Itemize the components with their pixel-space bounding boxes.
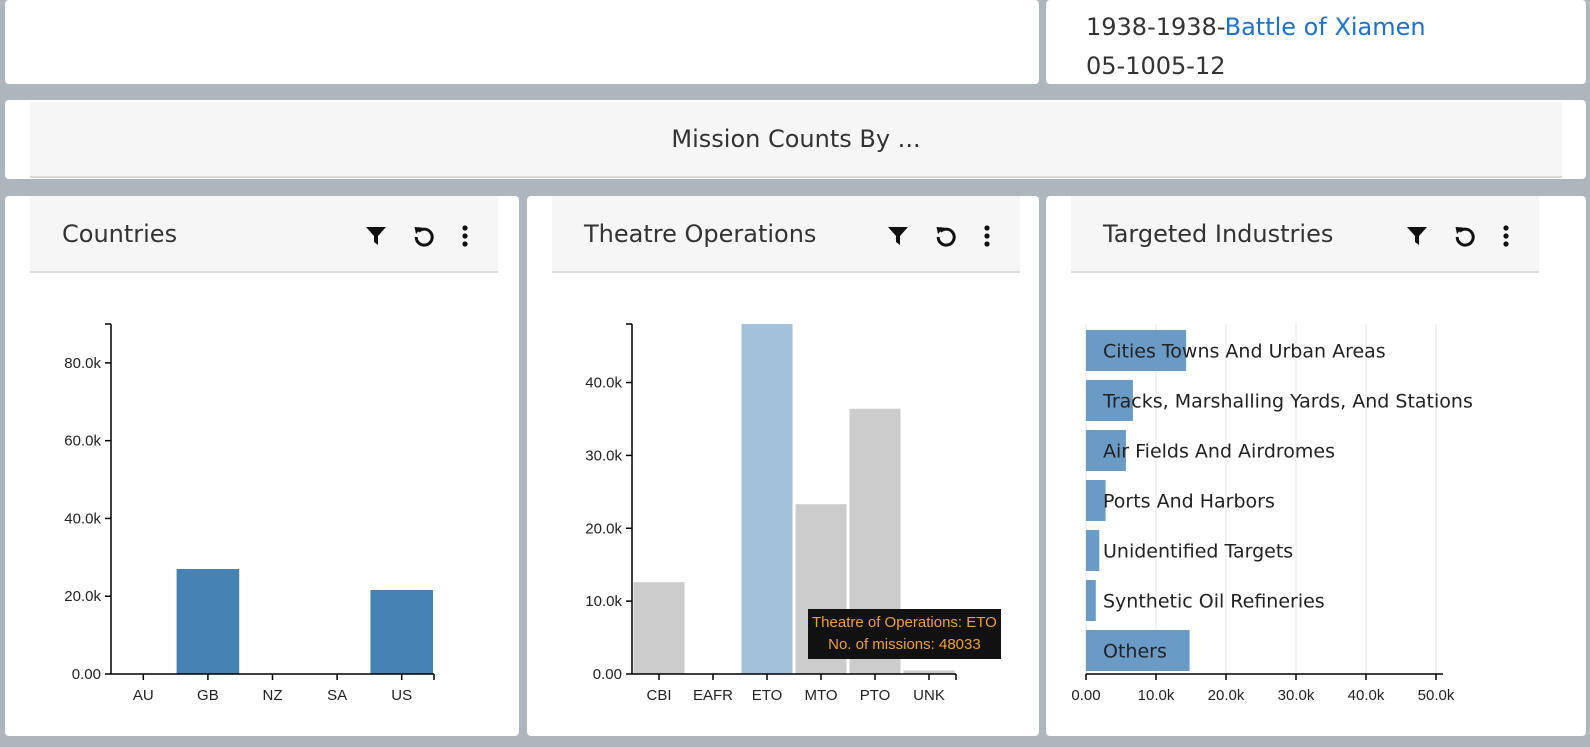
x-tick-label: 40.0k <box>1348 687 1385 704</box>
filter-icon[interactable] <box>1403 222 1431 250</box>
x-tick-label: UNK <box>913 687 945 704</box>
panel-header: Theatre Operations <box>552 196 1020 273</box>
x-tick-label: MTO <box>804 687 837 704</box>
more-vertical-icon[interactable] <box>451 222 479 250</box>
hbar <box>1086 530 1100 571</box>
y-tick-label: 20.0k <box>585 520 622 537</box>
panel-header: Targeted Industries <box>1071 196 1539 273</box>
bar-label: Synthetic Oil Refineries <box>1103 591 1325 613</box>
x-tick-label: CBI <box>646 687 671 704</box>
bar-label: Cities Towns And Urban Areas <box>1103 341 1386 363</box>
y-tick-label: 40.0k <box>585 375 622 392</box>
x-tick-label: US <box>391 687 412 704</box>
battle-code: 05-1005-12 <box>1086 52 1226 80</box>
x-tick-label: GB <box>197 687 219 704</box>
x-tick-label: PTO <box>860 687 891 704</box>
panel-title: Theatre Operations <box>584 220 817 248</box>
top-left-card <box>5 0 1039 84</box>
bar-label: Ports And Harbors <box>1103 491 1275 513</box>
filter-icon[interactable] <box>362 222 390 250</box>
x-tick-label: 50.0k <box>1418 687 1455 704</box>
y-tick-label: 20.0k <box>64 588 101 605</box>
bar-cbi <box>633 582 685 674</box>
section-title: Mission Counts By ... <box>30 102 1562 178</box>
reset-icon[interactable] <box>932 222 960 250</box>
x-tick-label: SA <box>327 687 347 704</box>
hbar <box>1086 630 1190 671</box>
y-tick-label: 60.0k <box>64 433 101 450</box>
y-tick-label: 0.00 <box>593 666 622 683</box>
chart-tooltip: Theatre of Operations: ETO No. of missio… <box>808 609 1001 659</box>
bar-unk <box>903 670 955 674</box>
hbar <box>1086 480 1106 521</box>
x-tick-label: NZ <box>263 687 283 704</box>
hbar <box>1086 580 1096 621</box>
x-tick-label: 0.00 <box>1071 687 1100 704</box>
y-tick-label: 10.0k <box>585 593 622 610</box>
hbar <box>1086 430 1126 471</box>
x-tick-label: 20.0k <box>1208 687 1245 704</box>
countries-chart: 0.00 20.0k 40.0k 60.0k 80.0k AU GB NZ SA US <box>64 323 435 704</box>
more-vertical-icon[interactable] <box>973 222 1001 250</box>
targeted-industries-panel: Targeted Industries Cities Towns And Urb… <box>1046 196 1586 736</box>
bar-label: Air Fields And Airdromes <box>1103 441 1335 463</box>
x-tick-label: 30.0k <box>1278 687 1315 704</box>
x-tick-label: EAFR <box>693 687 733 704</box>
theatre-operations-panel: Theatre Operations 0.00 10.0k 20.0k 30.0k 40… <box>527 196 1039 736</box>
bar-label: Tracks, Marshalling Yards, And Stations <box>1102 391 1473 413</box>
hbar <box>1086 380 1133 421</box>
filter-icon[interactable] <box>884 222 912 250</box>
panel-header: Countries <box>30 196 498 273</box>
battle-years: 1938-1938- <box>1086 13 1225 41</box>
x-tick-label: AU <box>133 687 154 704</box>
bar-eto <box>741 324 793 674</box>
bar-us <box>370 590 433 674</box>
tooltip-line-2: No. of missions: 48033 <box>828 636 981 653</box>
panel-title: Targeted Industries <box>1103 220 1334 248</box>
reset-icon[interactable] <box>410 222 438 250</box>
battle-info-card <box>1046 0 1586 84</box>
tooltip-line-1: Theatre of Operations: ETO <box>812 614 997 631</box>
y-tick-label: 40.0k <box>64 510 101 527</box>
mission-counts-section: Mission Counts By ... <box>5 100 1586 179</box>
x-tick-label: 10.0k <box>1138 687 1175 704</box>
battle-link[interactable]: Battle of Xiamen <box>1224 13 1426 41</box>
panel-title: Countries <box>62 220 178 248</box>
battle-info-line: 1938-1938-Battle of Xiamen <box>1086 13 1426 41</box>
industries-chart: Cities Towns And Urban Areas Tracks, Mars… <box>1071 324 1473 704</box>
bar-label: Unidentified Targets <box>1103 541 1293 563</box>
y-tick-label: 80.0k <box>64 355 101 372</box>
y-tick-label: 30.0k <box>585 447 622 464</box>
y-tick-label: 0.00 <box>72 666 101 683</box>
countries-panel: Countries 0.00 20.0k 40.0k 60.0k 80.0k AU GB NZ… <box>5 196 519 736</box>
reset-icon[interactable] <box>1451 222 1479 250</box>
more-vertical-icon[interactable] <box>1492 222 1520 250</box>
bar-label: Others <box>1103 641 1167 663</box>
bar-gb <box>176 569 240 674</box>
hbar <box>1086 330 1187 371</box>
x-tick-label: ETO <box>752 687 783 704</box>
